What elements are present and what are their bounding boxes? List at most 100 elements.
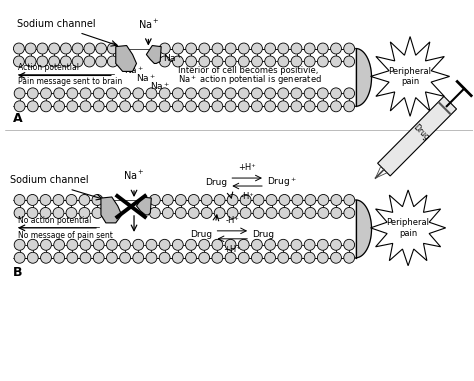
Text: -H⁺: -H⁺ <box>225 216 239 225</box>
Circle shape <box>212 239 223 250</box>
Circle shape <box>330 56 341 67</box>
Circle shape <box>225 56 236 67</box>
Circle shape <box>212 101 223 112</box>
Circle shape <box>133 88 144 99</box>
Text: B: B <box>13 266 23 279</box>
Circle shape <box>278 43 289 54</box>
Circle shape <box>225 88 236 99</box>
Circle shape <box>278 56 289 67</box>
Polygon shape <box>137 197 151 215</box>
Circle shape <box>291 101 302 112</box>
Circle shape <box>344 239 355 250</box>
Circle shape <box>304 56 315 67</box>
Circle shape <box>159 239 170 250</box>
Circle shape <box>173 101 183 112</box>
Circle shape <box>212 56 223 67</box>
Circle shape <box>225 101 236 112</box>
Text: Sodium channel: Sodium channel <box>17 19 96 29</box>
Circle shape <box>72 56 83 67</box>
Circle shape <box>278 101 289 112</box>
Circle shape <box>304 252 315 263</box>
Text: Na$^+$: Na$^+$ <box>137 72 157 84</box>
Circle shape <box>14 252 25 263</box>
Circle shape <box>291 56 302 67</box>
Circle shape <box>119 239 130 250</box>
Circle shape <box>79 194 90 205</box>
Circle shape <box>49 43 60 54</box>
Circle shape <box>304 101 315 112</box>
Circle shape <box>27 101 38 112</box>
Circle shape <box>146 88 157 99</box>
Text: Drug: Drug <box>191 231 212 239</box>
Circle shape <box>199 43 210 54</box>
Circle shape <box>318 207 329 218</box>
Circle shape <box>163 194 173 205</box>
Text: Drug: Drug <box>411 122 431 142</box>
Circle shape <box>344 207 355 218</box>
Circle shape <box>292 194 303 205</box>
Circle shape <box>199 101 210 112</box>
Circle shape <box>41 239 51 250</box>
Circle shape <box>344 101 355 112</box>
Circle shape <box>252 88 262 99</box>
Circle shape <box>159 101 170 112</box>
Circle shape <box>27 252 38 263</box>
Circle shape <box>146 239 157 250</box>
Circle shape <box>264 239 275 250</box>
Circle shape <box>159 88 170 99</box>
Circle shape <box>54 252 64 263</box>
Circle shape <box>264 88 275 99</box>
Circle shape <box>291 252 302 263</box>
Circle shape <box>227 207 238 218</box>
Circle shape <box>214 207 225 218</box>
Circle shape <box>185 239 196 250</box>
Circle shape <box>238 43 249 54</box>
Circle shape <box>53 207 64 218</box>
Circle shape <box>199 239 210 250</box>
Circle shape <box>53 194 64 205</box>
Circle shape <box>40 207 51 218</box>
Text: Na$^+$: Na$^+$ <box>163 53 183 64</box>
Circle shape <box>37 56 48 67</box>
Circle shape <box>265 43 275 54</box>
Polygon shape <box>101 197 122 223</box>
Circle shape <box>291 239 302 250</box>
Text: Peripheral
pain: Peripheral pain <box>389 67 432 86</box>
Text: Na$^+$: Na$^+$ <box>123 169 145 182</box>
Circle shape <box>188 194 199 205</box>
Circle shape <box>173 43 183 54</box>
Polygon shape <box>356 200 372 258</box>
Circle shape <box>84 43 95 54</box>
Circle shape <box>80 239 91 250</box>
Circle shape <box>40 194 51 205</box>
Circle shape <box>41 101 51 112</box>
Circle shape <box>80 88 91 99</box>
Circle shape <box>185 88 196 99</box>
Circle shape <box>119 88 130 99</box>
Circle shape <box>27 194 38 205</box>
Text: Sodium channel: Sodium channel <box>10 175 89 185</box>
Circle shape <box>227 194 238 205</box>
Circle shape <box>163 207 173 218</box>
Circle shape <box>25 56 36 67</box>
Text: A: A <box>13 112 23 125</box>
Circle shape <box>93 252 104 263</box>
Circle shape <box>318 56 328 67</box>
Text: Drug: Drug <box>205 178 228 187</box>
Circle shape <box>331 194 342 205</box>
Circle shape <box>93 239 104 250</box>
Circle shape <box>201 194 212 205</box>
Circle shape <box>238 56 249 67</box>
Text: Drug: Drug <box>252 231 274 239</box>
Circle shape <box>14 88 25 99</box>
Circle shape <box>149 207 160 218</box>
Circle shape <box>266 207 277 218</box>
Circle shape <box>305 194 316 205</box>
Circle shape <box>252 252 262 263</box>
Circle shape <box>54 239 64 250</box>
Circle shape <box>159 43 170 54</box>
Circle shape <box>54 88 64 99</box>
Circle shape <box>175 194 186 205</box>
Circle shape <box>331 207 342 218</box>
Circle shape <box>253 194 264 205</box>
